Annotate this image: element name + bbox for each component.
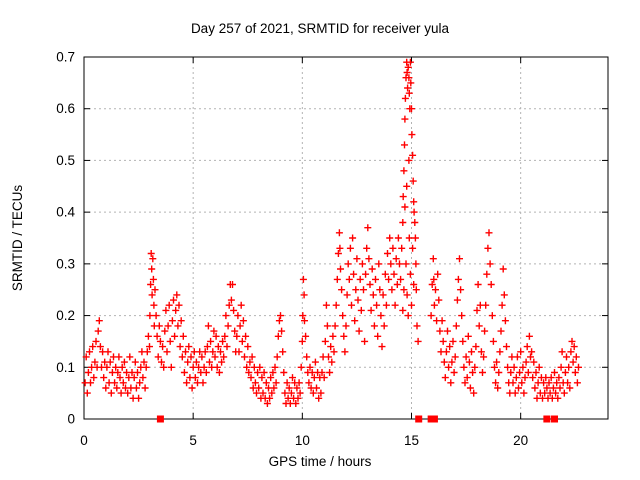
y-tick-label: 0.5 bbox=[56, 153, 75, 168]
x-axis-label: GPS time / hours bbox=[269, 454, 372, 469]
square-marker-zero-flags bbox=[551, 415, 559, 423]
y-tick-label: 0.7 bbox=[56, 50, 75, 65]
x-tick-label: 20 bbox=[513, 433, 528, 448]
y-tick-label: 0.2 bbox=[56, 308, 75, 323]
y-tick-label: 0.1 bbox=[56, 360, 75, 375]
square-marker-zero-flags bbox=[543, 415, 551, 423]
x-tick-label: 5 bbox=[189, 433, 197, 448]
square-marker-zero-flags bbox=[430, 415, 438, 423]
y-tick-label: 0 bbox=[67, 412, 75, 427]
y-axis-label: SRMTID / TECUs bbox=[10, 185, 25, 292]
x-tick-label: 15 bbox=[404, 433, 419, 448]
square-marker-zero-flags bbox=[415, 415, 423, 423]
chart-title: Day 257 of 2021, SRMTID for receiver yul… bbox=[191, 21, 450, 36]
y-tick-label: 0.4 bbox=[56, 205, 75, 220]
y-tick-label: 0.6 bbox=[56, 101, 75, 116]
x-tick-label: 0 bbox=[80, 433, 88, 448]
x-tick-label: 10 bbox=[295, 433, 310, 448]
plot-border bbox=[83, 56, 609, 420]
square-marker-zero-flags bbox=[156, 415, 164, 423]
y-tick-label: 0.3 bbox=[56, 256, 75, 271]
scatter-points-SRMTID bbox=[81, 58, 582, 407]
